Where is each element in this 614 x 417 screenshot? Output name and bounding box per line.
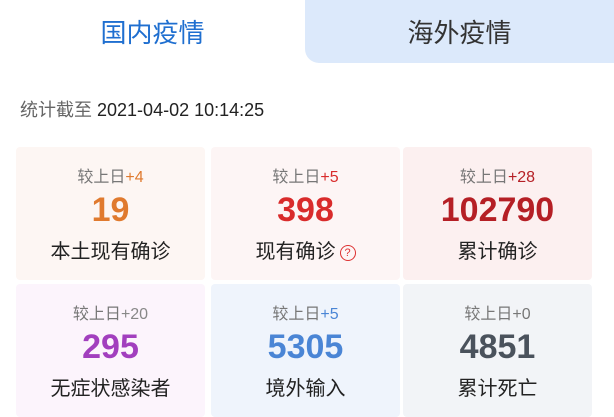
stat-value: 5305 bbox=[267, 328, 344, 366]
stat-card-total-confirmed: 较上日+28 102790 累计确诊 bbox=[403, 147, 592, 280]
delta-prefix: 较上日 bbox=[77, 169, 126, 186]
delta-prefix: 较上日 bbox=[272, 306, 321, 323]
delta-value: +5 bbox=[320, 306, 339, 323]
delta-prefix: 较上日 bbox=[272, 169, 321, 186]
stat-label: 累计死亡 bbox=[403, 372, 592, 401]
stat-label-text: 累计确诊 bbox=[457, 241, 538, 263]
delta-prefix: 较上日 bbox=[464, 306, 513, 323]
stat-label: 累计确诊 bbox=[403, 235, 592, 264]
stat-label-text: 现有确诊 bbox=[255, 241, 336, 263]
delta-text: 较上日+28 bbox=[403, 163, 592, 187]
delta-text: 较上日+5 bbox=[211, 300, 400, 324]
delta-value: +28 bbox=[507, 169, 536, 186]
delta-prefix: 较上日 bbox=[459, 169, 508, 186]
delta-text: 较上日+20 bbox=[16, 300, 205, 324]
stat-card-asymptomatic: 较上日+20 295 无症状感染者 bbox=[16, 284, 205, 417]
delta-value: +20 bbox=[120, 306, 149, 323]
tab-overseas[interactable]: 海外疫情 bbox=[305, 0, 614, 63]
delta-value: +0 bbox=[512, 306, 531, 323]
tab-domestic[interactable]: 国内疫情 bbox=[0, 0, 305, 63]
stat-value: 19 bbox=[91, 191, 130, 229]
stat-card-total-deaths: 较上日+0 4851 累计死亡 bbox=[403, 284, 592, 417]
delta-text: 较上日+4 bbox=[16, 163, 205, 187]
stat-label: 无症状感染者 bbox=[16, 372, 205, 401]
stat-label-text: 境外输入 bbox=[265, 378, 346, 400]
stat-value: 102790 bbox=[440, 191, 555, 229]
timestamp-value: 2021-04-02 10:14:25 bbox=[97, 100, 265, 120]
help-icon[interactable]: ? bbox=[339, 244, 356, 261]
stat-label: 境外输入 bbox=[211, 372, 400, 401]
stat-value: 295 bbox=[82, 328, 139, 366]
stat-card-current-confirmed: 较上日+5 398 现有确诊? bbox=[211, 147, 400, 280]
delta-text: 较上日+0 bbox=[403, 300, 592, 324]
delta-value: +5 bbox=[320, 169, 339, 186]
delta-prefix: 较上日 bbox=[72, 306, 121, 323]
stat-label: 本土现有确诊 bbox=[16, 235, 205, 264]
stat-value: 4851 bbox=[459, 328, 536, 366]
stat-card-local-confirmed: 较上日+4 19 本土现有确诊 bbox=[16, 147, 205, 280]
delta-value: +4 bbox=[125, 169, 144, 186]
stat-label: 现有确诊? bbox=[211, 235, 400, 264]
stat-label-text: 累计死亡 bbox=[457, 378, 538, 400]
stat-value: 398 bbox=[277, 191, 334, 229]
stats-timestamp: 统计截至 2021-04-02 10:14:25 bbox=[20, 96, 264, 122]
stat-label-text: 无症状感染者 bbox=[50, 378, 171, 400]
stat-label-text: 本土现有确诊 bbox=[50, 241, 171, 263]
delta-text: 较上日+5 bbox=[211, 163, 400, 187]
stat-card-imported: 较上日+5 5305 境外输入 bbox=[211, 284, 400, 417]
timestamp-label: 统计截至 bbox=[20, 100, 92, 120]
